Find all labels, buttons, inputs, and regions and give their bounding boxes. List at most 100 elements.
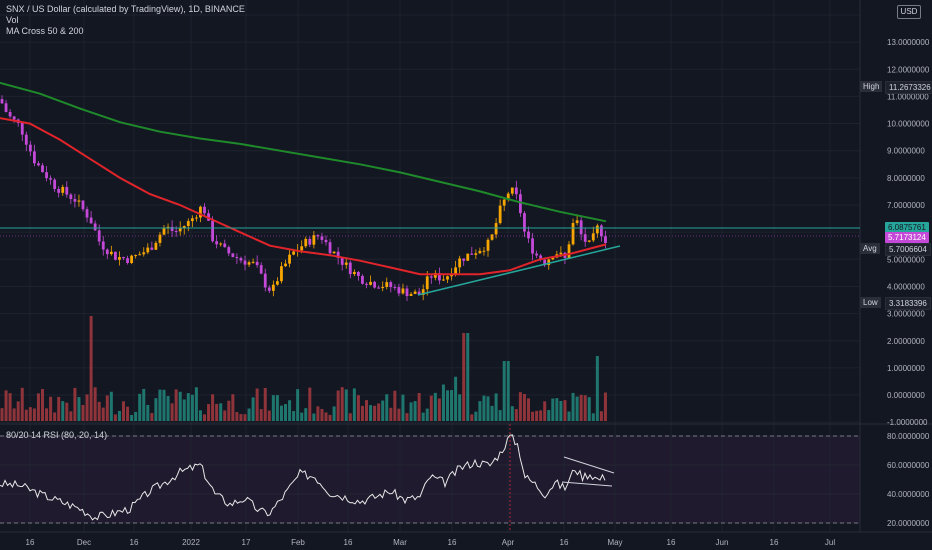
time-axis[interactable]: 16 Dec 16 2022 17 Feb 16 Mar 16 Apr 16 May 16 Jun 16 Ju… xyxy=(26,538,836,547)
candle-body xyxy=(199,206,202,218)
volume-bar xyxy=(308,387,312,421)
symbol-title[interactable]: SNX / US Dollar (calculated by TradingVi… xyxy=(6,4,245,14)
candle-body xyxy=(271,284,275,291)
time-axis-label: 16 xyxy=(448,538,457,547)
volume-bar xyxy=(579,394,583,421)
candle-body xyxy=(89,217,93,224)
candle-body xyxy=(539,255,543,260)
candle-body xyxy=(470,253,474,255)
volume-bar xyxy=(599,411,603,421)
volume-bar xyxy=(296,389,300,421)
volume-bar xyxy=(328,414,332,421)
rsi-axis-label: 60.0000000 xyxy=(887,461,930,470)
candle-body xyxy=(591,233,595,241)
volume-bar xyxy=(45,408,49,421)
candle-body xyxy=(543,259,547,266)
volume-bar xyxy=(69,411,73,421)
volume-bar xyxy=(16,401,20,421)
candle-body xyxy=(0,99,4,104)
price-axis-label: 9.0000000 xyxy=(887,147,925,156)
volume-bar xyxy=(324,412,328,421)
volume-bar xyxy=(170,403,174,421)
volume-bar xyxy=(49,396,53,421)
high-tag-name: High xyxy=(860,81,883,92)
candle-body xyxy=(251,261,255,263)
candle-body xyxy=(223,243,227,248)
candle-body xyxy=(276,281,279,285)
chart-legend: SNX / US Dollar (calculated by TradingVi… xyxy=(6,4,245,37)
candle-body xyxy=(575,220,579,224)
candle-body xyxy=(344,262,348,265)
rsi-label[interactable]: 80/20 14 RSI (80, 20, 14) xyxy=(6,430,108,440)
volume-bar xyxy=(275,395,279,421)
volume-bar xyxy=(138,393,142,421)
vol-label[interactable]: Vol xyxy=(6,15,19,25)
candle-body xyxy=(369,281,372,285)
time-axis-label: 16 xyxy=(344,538,353,547)
candle-body xyxy=(114,251,117,260)
candle-body xyxy=(361,275,364,284)
candle-body xyxy=(292,251,295,255)
price-axis-label: -1.0000000 xyxy=(887,418,928,427)
candle-body xyxy=(231,253,235,258)
volume-bar xyxy=(77,397,81,421)
candle-body xyxy=(162,227,166,235)
volume-bar xyxy=(174,389,178,421)
volume-bar xyxy=(182,399,186,421)
volume-bar xyxy=(385,394,389,421)
candle-body xyxy=(454,267,457,275)
candle-body xyxy=(81,200,85,210)
candle-body xyxy=(421,289,425,295)
price-axis-label: 13.0000000 xyxy=(887,38,930,47)
volume-bar xyxy=(450,390,454,421)
high-tag-value: 11.2673326 xyxy=(885,81,932,94)
candle-body xyxy=(527,231,530,239)
candle-body xyxy=(474,253,478,255)
candle-body xyxy=(559,252,563,255)
volume-bar xyxy=(514,409,518,421)
candle-body xyxy=(211,220,214,242)
volume-bar xyxy=(397,408,401,421)
volume-bar xyxy=(555,398,559,421)
volume-bar xyxy=(97,401,101,421)
rsi-wedge-top[interactable] xyxy=(563,456,615,474)
candle-body xyxy=(425,276,429,290)
candle-body xyxy=(267,287,271,291)
volume-bar xyxy=(231,394,235,421)
volume-bar xyxy=(0,408,4,421)
ma-price-tag: 5.7173124 xyxy=(885,232,929,243)
currency-button[interactable]: USD xyxy=(897,5,921,19)
candle-body xyxy=(174,230,178,232)
candle-body xyxy=(28,144,32,152)
volume-bar xyxy=(122,401,125,421)
ma-cross-label[interactable]: MA Cross 50 & 200 xyxy=(6,26,84,36)
candle-body xyxy=(49,178,52,180)
candle-body xyxy=(158,234,162,243)
volume-bar xyxy=(243,414,247,421)
volume-bar xyxy=(166,396,170,421)
volume-bar xyxy=(36,393,40,421)
volume-bar xyxy=(57,396,61,421)
rsi-axis-label: 80.0000000 xyxy=(887,432,930,441)
time-axis-label: 16 xyxy=(560,538,569,547)
price-axis-label: 3.0000000 xyxy=(887,310,925,319)
candle-body xyxy=(215,241,219,245)
rsi-axis[interactable]: 80.0000000 60.0000000 40.0000000 20.0000000 xyxy=(887,432,930,528)
time-axis-label: Jun xyxy=(716,538,729,547)
candle-body xyxy=(178,227,182,232)
volume-bar xyxy=(502,361,506,421)
rsi-wedge-bottom[interactable] xyxy=(561,481,613,487)
volume-bar xyxy=(518,392,522,421)
price-axis-label: 4.0000000 xyxy=(887,282,925,291)
price-axis-label: 8.0000000 xyxy=(887,174,925,183)
volume-bar xyxy=(393,390,397,421)
price-axis-label: 10.0000000 xyxy=(887,120,930,129)
candle-body xyxy=(37,163,40,166)
candle-body xyxy=(587,240,591,242)
trend-line[interactable] xyxy=(417,245,621,296)
candle-body xyxy=(377,287,381,289)
volume-bar xyxy=(332,406,336,421)
candle-body xyxy=(203,206,206,214)
volume-bar xyxy=(506,361,510,421)
